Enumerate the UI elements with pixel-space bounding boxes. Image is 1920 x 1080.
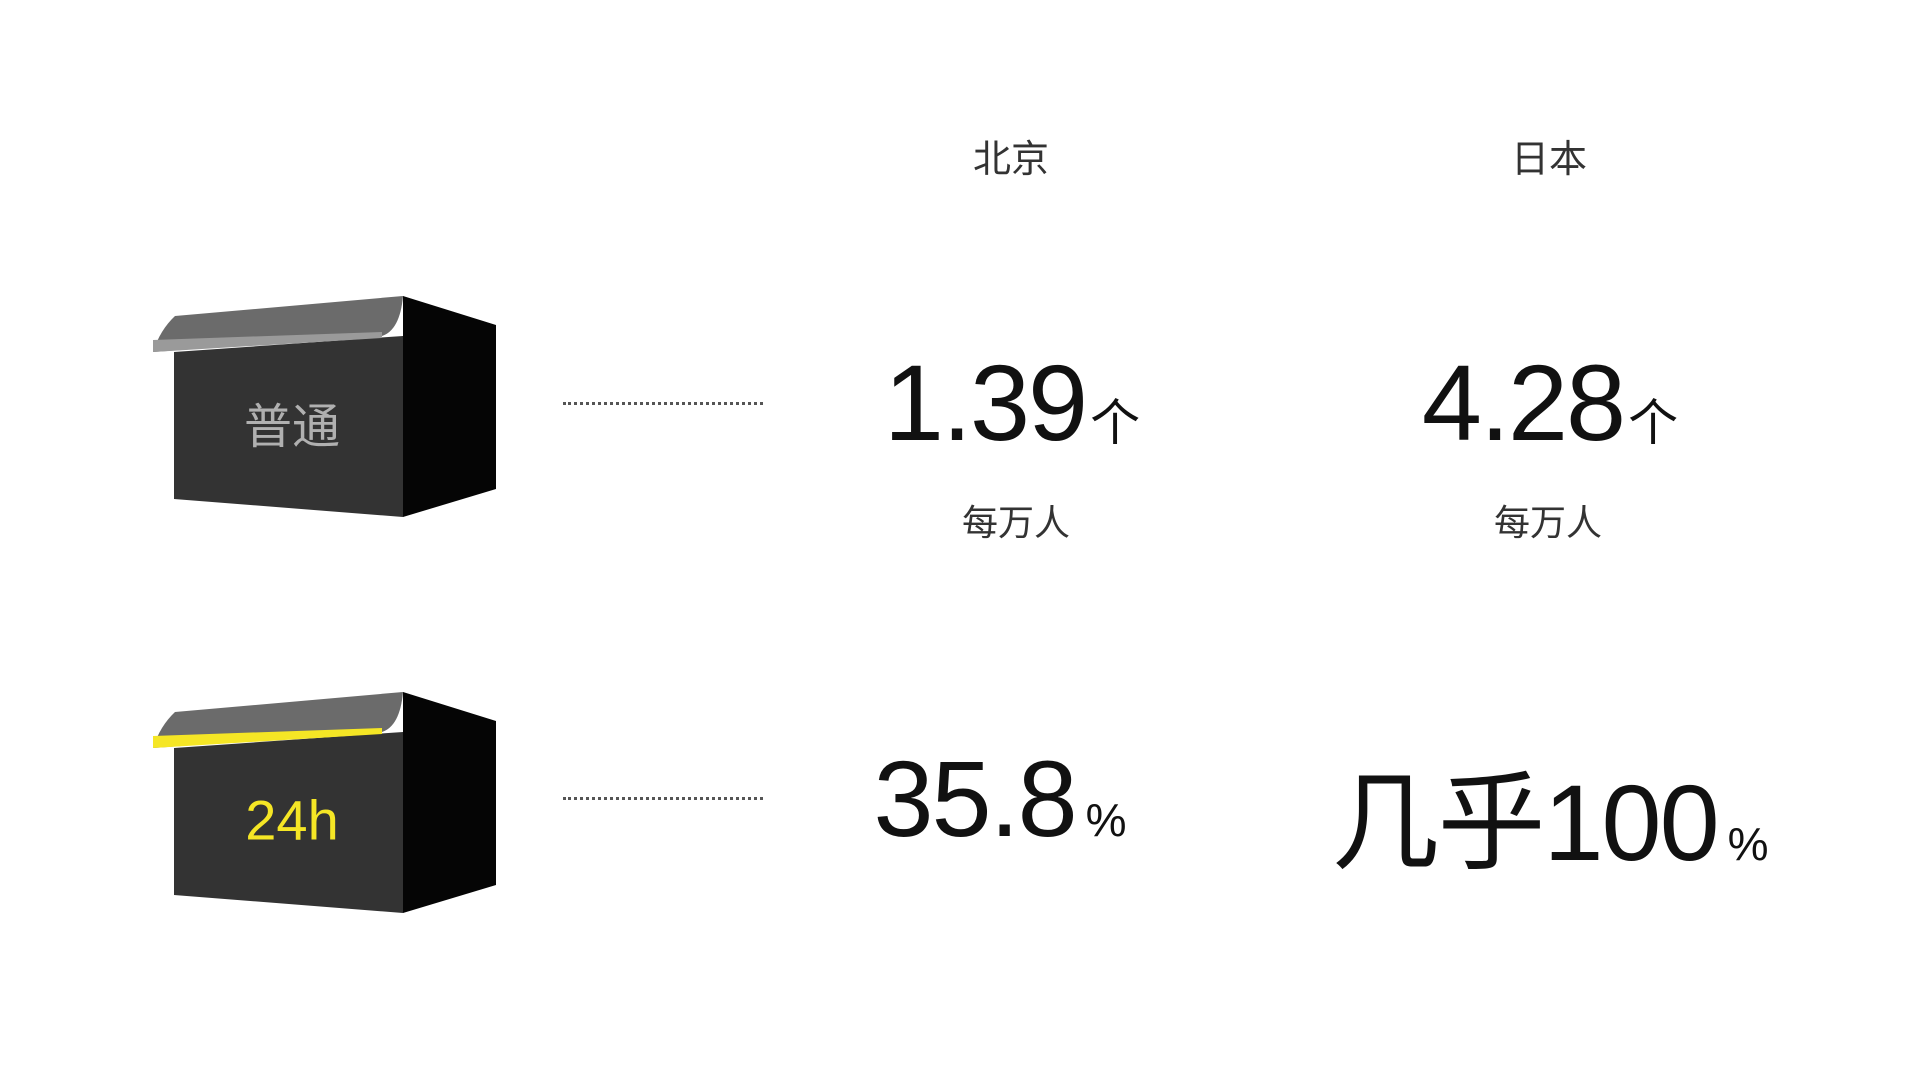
stat-japan-24h: 几乎100% <box>1331 762 1769 883</box>
store-box-24h <box>153 692 496 913</box>
stat-beijing-normal: 1.39个 <box>883 342 1141 463</box>
column-header-beijing: 北京 <box>972 137 1050 181</box>
stat-beijing-24h: 35.8% <box>873 738 1127 859</box>
dotted-leader <box>563 402 763 405</box>
stat-sub-beijing: 每万人 <box>961 503 1071 544</box>
box-label-normal: 普通 <box>243 399 341 455</box>
store-box-normal <box>153 296 496 517</box>
dotted-leader <box>563 797 763 800</box>
box-label-24h: 24h <box>245 788 339 852</box>
stat-japan-normal: 4.28个 <box>1421 342 1679 463</box>
stat-sub-japan: 每万人 <box>1493 503 1603 544</box>
column-header-japan: 日本 <box>1510 137 1588 181</box>
